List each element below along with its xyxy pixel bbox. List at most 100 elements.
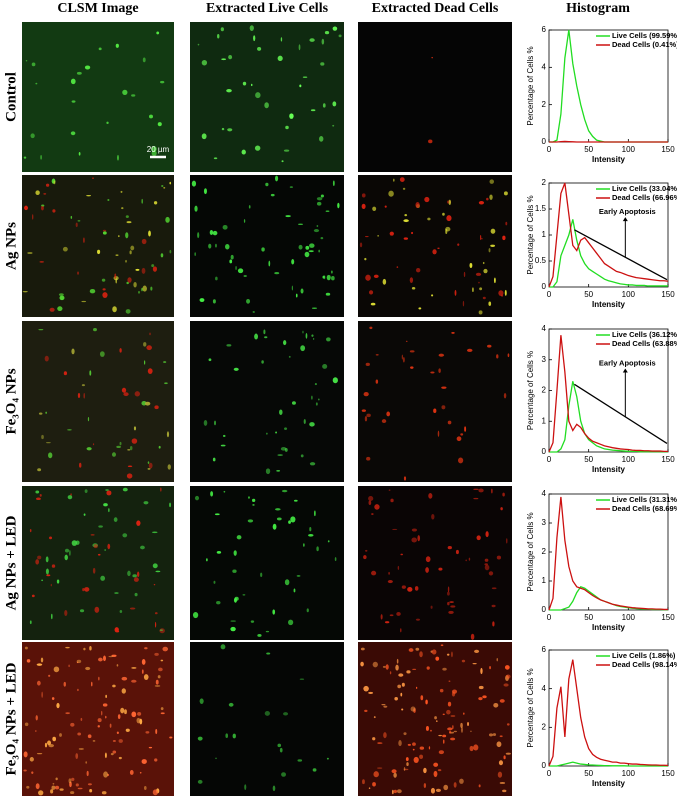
cell-speck bbox=[401, 585, 406, 589]
cell-speck bbox=[246, 298, 251, 304]
cell-speck bbox=[141, 267, 146, 274]
cell-speck bbox=[291, 401, 296, 405]
x-tick-label: 150 bbox=[661, 290, 675, 299]
cell-speck bbox=[220, 444, 226, 447]
cell-speck bbox=[372, 206, 377, 211]
cell-speck bbox=[78, 151, 81, 156]
cell-speck bbox=[395, 664, 399, 671]
cell-speck bbox=[391, 769, 397, 774]
cell-speck bbox=[373, 716, 376, 719]
cell-speck bbox=[389, 231, 394, 236]
cell-speck bbox=[497, 771, 503, 778]
cell-speck bbox=[331, 276, 335, 281]
cell-speck bbox=[77, 220, 81, 222]
cell-speck bbox=[459, 778, 464, 784]
cell-speck bbox=[137, 711, 142, 716]
cell-speck bbox=[393, 789, 398, 794]
cell-speck bbox=[63, 371, 68, 376]
cell-speck bbox=[457, 243, 460, 246]
cell-speck bbox=[68, 664, 70, 668]
cell-speck bbox=[389, 614, 394, 617]
cell-speck bbox=[220, 644, 226, 650]
cell-speck bbox=[65, 712, 70, 715]
cell-speck bbox=[413, 756, 419, 764]
cell-speck bbox=[448, 680, 451, 683]
cell-speck bbox=[160, 80, 165, 84]
x-tick-label: 50 bbox=[584, 769, 593, 778]
cell-speck bbox=[430, 729, 432, 732]
cell-speck bbox=[409, 277, 414, 284]
x-tick-label: 100 bbox=[622, 455, 636, 464]
cell-speck bbox=[438, 353, 445, 357]
cell-speck bbox=[242, 594, 246, 596]
cell-speck bbox=[75, 540, 80, 545]
cell-speck bbox=[143, 501, 149, 505]
cell-speck bbox=[364, 235, 369, 238]
cell-speck bbox=[266, 652, 271, 655]
cell-speck bbox=[37, 468, 42, 472]
cell-speck bbox=[479, 235, 482, 241]
cell-speck bbox=[468, 557, 471, 561]
cell-speck bbox=[50, 583, 52, 587]
cell-speck bbox=[70, 722, 75, 727]
x-tick-label: 100 bbox=[622, 769, 636, 778]
cell-speck bbox=[409, 350, 415, 353]
cell-speck bbox=[53, 180, 56, 185]
cell-speck bbox=[407, 743, 411, 746]
cell-speck bbox=[447, 420, 452, 425]
cell-speck bbox=[92, 740, 96, 742]
cell-speck bbox=[371, 513, 374, 515]
cell-speck bbox=[152, 531, 158, 534]
cell-speck bbox=[362, 779, 365, 785]
cell-speck bbox=[474, 649, 480, 653]
cell-speck bbox=[104, 752, 107, 759]
cell-speck bbox=[87, 734, 92, 739]
cell-speck bbox=[261, 360, 264, 364]
cell-speck bbox=[38, 790, 44, 796]
series-line bbox=[549, 140, 668, 143]
y-tick-label: 3 bbox=[542, 518, 547, 527]
cell-speck bbox=[426, 666, 430, 670]
cell-speck bbox=[285, 215, 291, 218]
cell-speck bbox=[298, 244, 303, 250]
cell-speck bbox=[122, 89, 128, 95]
cell-speck bbox=[145, 731, 150, 734]
cell-speck bbox=[472, 663, 477, 665]
cell-speck bbox=[482, 261, 485, 265]
cell-speck bbox=[488, 733, 494, 737]
cell-speck bbox=[397, 684, 402, 689]
cell-speck bbox=[35, 559, 40, 565]
cell-speck bbox=[24, 205, 29, 211]
cell-speck bbox=[150, 286, 153, 291]
cell-speck bbox=[89, 788, 93, 793]
cell-speck bbox=[425, 556, 431, 563]
cell-speck bbox=[452, 725, 454, 730]
cell-speck bbox=[451, 691, 456, 697]
cell-speck bbox=[110, 753, 114, 756]
cell-speck bbox=[298, 223, 304, 225]
cell-speck bbox=[375, 353, 379, 356]
cell-speck bbox=[143, 785, 147, 791]
cell-speck bbox=[265, 468, 271, 475]
cell-speck bbox=[431, 56, 433, 59]
legend-label: Dead Cells (0.41%) bbox=[612, 40, 677, 49]
cell-speck bbox=[288, 355, 291, 358]
cell-speck bbox=[484, 564, 490, 571]
cell-speck bbox=[235, 265, 237, 271]
cell-speck bbox=[484, 558, 489, 562]
plot-area bbox=[548, 649, 669, 767]
cell-speck bbox=[160, 659, 164, 662]
cell-speck bbox=[299, 678, 305, 681]
cell-speck bbox=[68, 778, 72, 784]
cell-speck bbox=[108, 655, 114, 658]
cell-speck bbox=[332, 180, 335, 186]
cell-speck bbox=[86, 195, 92, 197]
cell-speck bbox=[214, 420, 216, 426]
cell-speck bbox=[498, 290, 504, 296]
cell-speck bbox=[141, 238, 147, 245]
cell-speck bbox=[257, 47, 262, 51]
cell-speck bbox=[102, 292, 108, 298]
cell-speck bbox=[30, 133, 35, 139]
cell-speck bbox=[76, 659, 82, 664]
cell-speck bbox=[35, 82, 38, 85]
